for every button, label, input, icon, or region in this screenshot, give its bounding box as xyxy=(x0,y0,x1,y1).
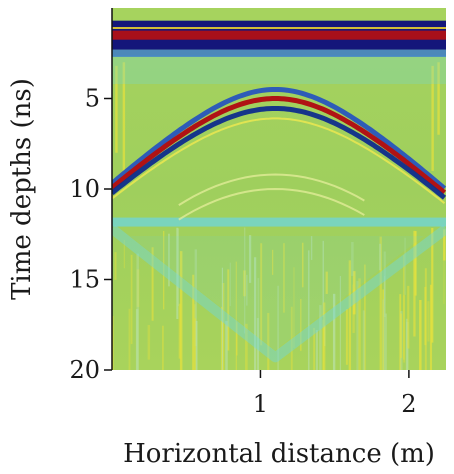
direct-wave-red-band xyxy=(112,30,446,40)
hyperbola-outer-blue xyxy=(112,87,446,191)
hyperbola-reflection xyxy=(112,87,446,204)
x-tick-label: 1 xyxy=(253,390,268,418)
reflectors xyxy=(112,55,446,363)
hyperbola-yellow-fringe xyxy=(112,117,446,204)
hyperbola-red-core xyxy=(112,96,446,195)
diffraction-fill xyxy=(129,236,424,351)
y-axis-title: Time depths (ns) xyxy=(7,78,37,300)
y-tick-label: 10 xyxy=(69,175,100,203)
y-tick-label: 15 xyxy=(69,266,100,294)
hyperbola-inner-blue xyxy=(112,106,446,200)
y-tick-label: 20 xyxy=(69,356,100,384)
direct-wave-bands xyxy=(112,20,446,57)
y-tick-label: 5 xyxy=(85,85,100,113)
horizontal-reflector xyxy=(112,217,446,227)
inner-arc xyxy=(178,173,365,206)
x-axis-title: Horizontal distance (m) xyxy=(123,439,435,469)
plot-area xyxy=(112,8,446,370)
inner-arc xyxy=(178,187,365,221)
direct-wave-yellow-line xyxy=(112,27,446,30)
shallow-haze xyxy=(112,55,446,85)
y-axis-ticks: 5 10 15 20 xyxy=(69,85,112,384)
diffraction-v xyxy=(112,224,446,363)
direct-wave-blue-fringe xyxy=(112,49,446,57)
x-tick-label: 2 xyxy=(401,390,416,418)
